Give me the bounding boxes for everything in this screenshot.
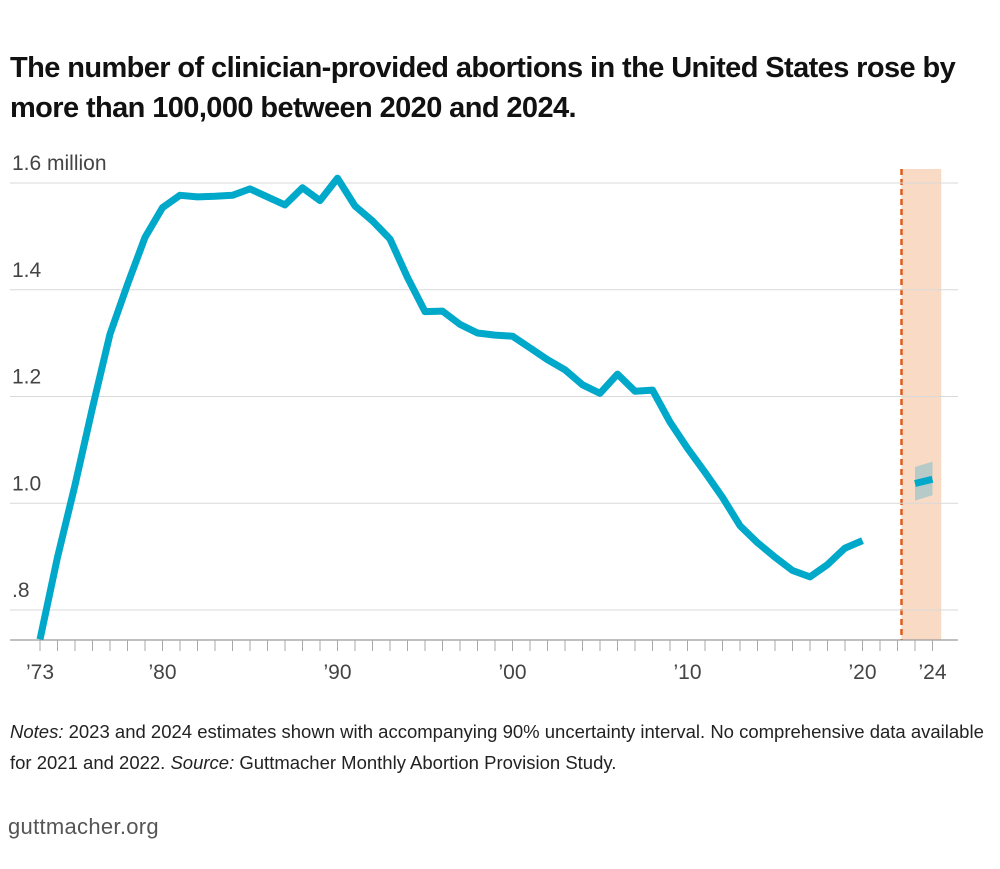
series-layer [36,174,934,641]
source-text: Guttmacher Monthly Abortion Provision St… [234,752,617,773]
x-tick-label: ’10 [673,661,701,684]
y-tick-label: 1.0 [12,472,41,495]
series-line-estimate-2023-2024 [914,475,934,487]
gridlines [10,182,958,611]
x-tick-label: ’00 [498,661,526,684]
abortions-line-chart: 1.6 million 1.4 1.2 1.0 .8 ’73 ’80 ’90 ’00 ’10 ’2… [10,152,958,684]
y-axis-labels: 1.6 million 1.4 1.2 1.0 .8 [12,152,107,602]
chart-title: The number of clinician-provided abortio… [10,52,956,124]
chart-notes: Notes: 2023 and 2024 estimates shown wit… [10,716,990,778]
brand-wordmark: guttmacher.org [8,814,159,839]
series-line-1973-2020 [36,174,864,641]
notes-label: Notes: [10,721,64,742]
x-tick-label: ’24 [918,661,946,684]
x-tick-label: ’80 [148,661,176,684]
notes-text: 2023 and 2024 estimates shown with accom… [10,721,984,773]
source-label: Source: [170,752,235,773]
x-tick-label: ’73 [26,661,54,684]
y-tick-label: 1.2 [12,366,41,389]
estimate-period-band [901,169,942,640]
y-tick-label: 1.6 million [12,152,107,175]
y-tick-label: 1.4 [12,259,42,282]
y-tick-label: .8 [12,579,30,602]
x-tick-label: ’90 [323,661,351,684]
estimate-band-layer [900,169,942,640]
x-axis: ’73 ’80 ’90 ’00 ’10 ’20 ’24 [10,639,958,684]
x-tick-label: ’20 [848,661,876,684]
